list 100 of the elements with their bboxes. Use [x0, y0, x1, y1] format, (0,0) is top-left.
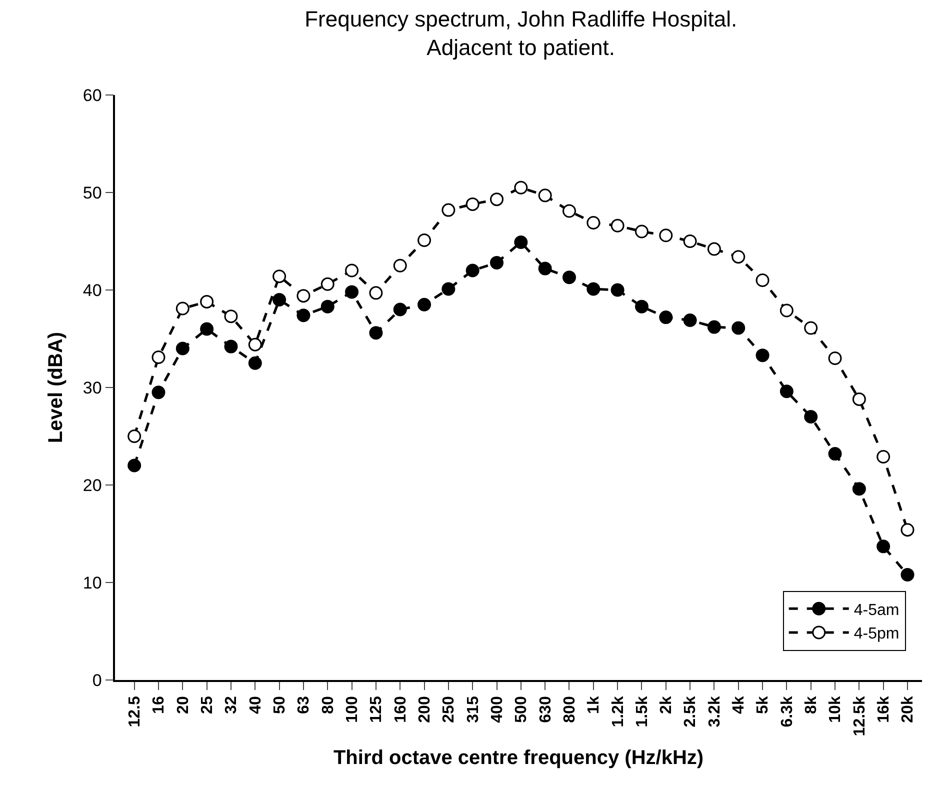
point: [200, 322, 214, 336]
point: [296, 289, 310, 303]
x-tick-label: 50: [272, 696, 288, 714]
x-tick-label: 10k: [827, 696, 844, 723]
point: [128, 430, 142, 443]
point: [320, 277, 334, 291]
x-tick-label: 2.5k: [682, 696, 700, 728]
point: [152, 386, 166, 400]
x-tick-label: 20k: [900, 696, 917, 723]
x-tick-label: 1k: [586, 696, 603, 714]
y-tick-label: 50: [82, 183, 102, 202]
point: [200, 294, 214, 308]
point: [224, 340, 238, 354]
point: [756, 274, 770, 287]
point: [780, 384, 794, 398]
x-tick-label: 25: [199, 696, 216, 714]
point: [224, 310, 238, 324]
point: [345, 285, 359, 299]
point: [586, 282, 600, 296]
x-tick-label: 200: [416, 696, 434, 723]
point: [683, 234, 697, 248]
point: [272, 293, 286, 306]
x-tick-label: 16k: [876, 696, 893, 723]
x-tick-label: 6.3k: [778, 696, 796, 728]
x-tick-label: 250: [440, 696, 458, 723]
legend-label: 4-5pm: [854, 626, 900, 643]
point: [634, 224, 648, 238]
point: [442, 282, 456, 296]
point: [418, 298, 432, 312]
y-tick-label: 40: [82, 280, 102, 300]
point: [466, 264, 480, 278]
x-tick-label: 63: [296, 696, 313, 714]
point: [320, 300, 334, 314]
point: [804, 321, 818, 335]
point: [852, 392, 866, 406]
point: [683, 313, 697, 327]
point: [876, 540, 890, 554]
point: [756, 348, 770, 362]
point: [490, 192, 504, 206]
point: [634, 300, 648, 314]
x-tick-label: 100: [344, 696, 361, 723]
x-tick-label: 800: [561, 696, 578, 723]
point: [659, 228, 673, 242]
point: [707, 320, 721, 334]
point: [538, 188, 552, 202]
x-tick-label: 500: [513, 696, 530, 723]
x-tick-label: 630: [537, 696, 554, 723]
point: [369, 286, 383, 300]
y-axis-title: Level (dBA): [44, 332, 67, 444]
point: [659, 310, 673, 324]
x-tick-label: 80: [320, 696, 337, 714]
point: [828, 447, 842, 461]
y-tick-label: 0: [92, 670, 102, 690]
point: [176, 302, 190, 316]
point: [248, 356, 262, 370]
x-axis-title: Third octave centre frequency (Hz/kHz): [333, 747, 704, 770]
y-tick-label: 60: [82, 86, 102, 105]
x-tick-label: 40: [247, 696, 264, 714]
point: [393, 302, 407, 316]
x-tick-label: 160: [392, 696, 410, 723]
point: [586, 216, 600, 230]
point: [272, 270, 286, 284]
x-tick-label: 2k: [658, 696, 676, 714]
legend-label: 4-5am: [854, 602, 900, 619]
x-tick-label: 400: [488, 696, 506, 723]
x-tick-label: 1.2k: [610, 696, 627, 728]
point: [828, 352, 842, 365]
point: [490, 256, 504, 270]
point: [152, 350, 166, 364]
point: [514, 235, 528, 249]
point: [876, 450, 890, 464]
point: [393, 258, 407, 272]
point: [248, 338, 262, 352]
point: [466, 197, 480, 211]
point: [900, 523, 914, 537]
point: [176, 342, 190, 356]
x-tick-label: 32: [223, 696, 240, 714]
point: [780, 304, 794, 318]
x-tick-label: 16: [150, 696, 168, 714]
point: [852, 482, 866, 496]
point: [538, 262, 552, 276]
y-tick-label: 20: [82, 476, 102, 495]
point: [900, 568, 914, 582]
point: [804, 410, 818, 424]
x-tick-label: 12.5: [126, 696, 144, 728]
point: [610, 218, 624, 232]
point: [562, 270, 576, 284]
point: [345, 264, 359, 278]
y-tick-label: 10: [82, 573, 102, 592]
x-tick-label: 4k: [730, 696, 748, 714]
x-tick-label: 5k: [754, 696, 772, 714]
point: [707, 242, 721, 256]
point: [732, 321, 746, 335]
x-tick-label: 3.2k: [706, 696, 724, 728]
point: [128, 458, 142, 472]
point: [610, 283, 624, 297]
x-tick-label: 8k: [803, 696, 820, 714]
point: [369, 326, 383, 340]
x-tick-label: 1.5k: [634, 696, 651, 728]
y-tick-label: 30: [82, 378, 102, 398]
